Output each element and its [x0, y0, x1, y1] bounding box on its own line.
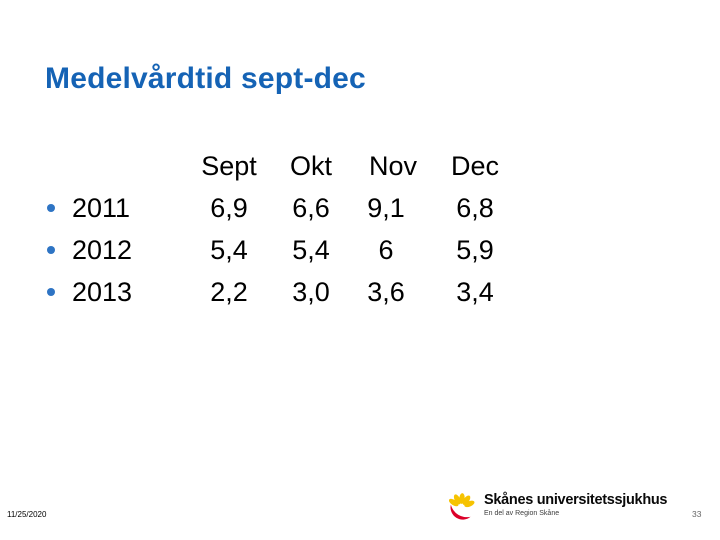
bullet-icon: [47, 204, 55, 212]
value-2011-dec: 6,8: [456, 192, 494, 223]
bullet-icon: [47, 288, 55, 296]
table-row-2013: 2013 2,2 3,0 3,6 3,4: [45, 271, 516, 313]
hospital-logo: Skånes universitetssjukhus En del av Reg…: [449, 490, 668, 521]
row-label: 2012: [72, 234, 133, 265]
region-skane-flower-icon: [449, 493, 475, 520]
value-2012-nov: 6: [378, 234, 394, 265]
column-header-sept: Sept: [201, 150, 257, 181]
page-number: 33: [692, 509, 702, 519]
slide-date: 11/25/2020: [7, 510, 47, 519]
value-2012-sept: 5,4: [210, 234, 248, 265]
value-2011-sept: 6,9: [210, 192, 248, 223]
row-label-cell: 2013: [45, 276, 188, 307]
mean-care-time-table: Sept Okt Nov Dec 2011 6,9 6,6 9,1 6,8 20…: [45, 145, 516, 313]
row-label: 2013: [72, 276, 133, 307]
row-label-cell: 2012: [45, 234, 188, 265]
value-2013-nov: 3,6: [367, 276, 405, 307]
table-row-2011: 2011 6,9 6,6 9,1 6,8: [45, 187, 516, 229]
value-2013-dec: 3,4: [456, 276, 494, 307]
logo-text: Skånes universitetssjukhus En del av Reg…: [484, 492, 668, 517]
value-2013-sept: 2,2: [210, 276, 248, 307]
bullet-icon: [47, 246, 55, 254]
slide-title: Medelvårdtid sept-dec: [45, 62, 366, 95]
value-2011-nov: 9,1: [367, 192, 405, 223]
table-header-row: Sept Okt Nov Dec: [45, 145, 516, 187]
row-label: 2011: [72, 192, 131, 223]
value-2011-okt: 6,6: [292, 192, 330, 223]
value-2012-dec: 5,9: [456, 234, 494, 265]
column-header-nov: Nov: [368, 150, 417, 181]
logo-name: Skånes universitetssjukhus: [484, 492, 668, 508]
table-row-2012: 2012 5,4 5,4 6 5,9: [45, 229, 516, 271]
value-2013-okt: 3,0: [292, 276, 330, 307]
column-header-okt: Okt: [289, 150, 332, 181]
value-2012-okt: 5,4: [292, 234, 330, 265]
column-header-dec: Dec: [450, 150, 499, 181]
logo-tagline: En del av Region Skåne: [484, 509, 560, 517]
row-label-cell: 2011: [45, 192, 188, 223]
